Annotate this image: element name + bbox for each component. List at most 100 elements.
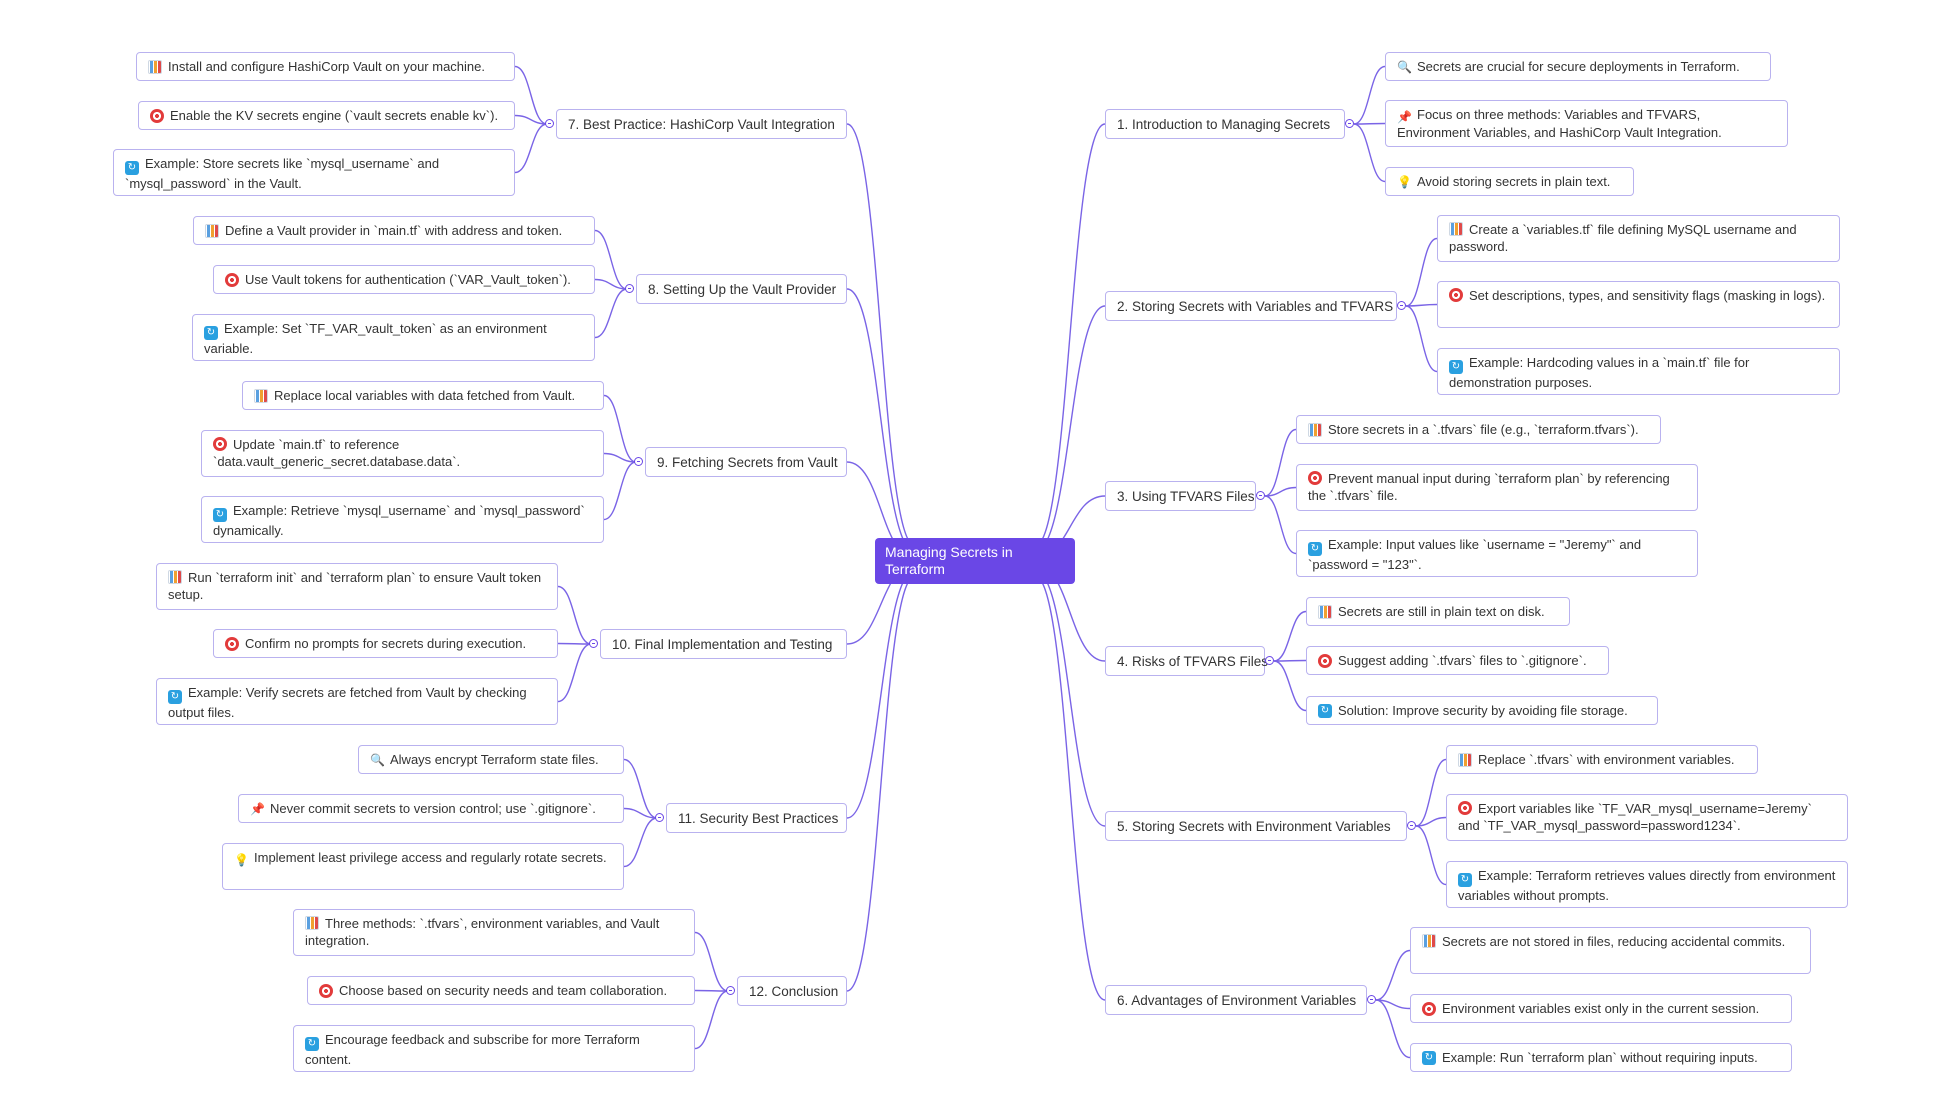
topic-6[interactable]: 6. Advantages of Environment Variables xyxy=(1105,985,1367,1015)
subtopic-text: Confirm no prompts for secrets during ex… xyxy=(245,636,527,651)
topic-3[interactable]: 3. Using TFVARS Files xyxy=(1105,481,1256,511)
subtopic-text: Prevent manual input during `terraform p… xyxy=(1308,471,1670,503)
collapse-toggle-topic-7[interactable] xyxy=(545,119,554,128)
topic-2[interactable]: 2. Storing Secrets with Variables and TF… xyxy=(1105,291,1397,321)
topic-label: 12. Conclusion xyxy=(749,983,839,999)
root-to-topic-6-connector xyxy=(1034,575,1106,1001)
bar-chart-icon xyxy=(148,59,162,74)
subtopic-4-2[interactable]: Suggest adding `.tfvars` files to `.giti… xyxy=(1306,646,1609,675)
topic-label: 4. Risks of TFVARS Files xyxy=(1117,653,1269,669)
topic-11-to-subtopic-1-connector xyxy=(623,758,658,819)
topic-2-to-subtopic-1-connector xyxy=(1405,237,1438,307)
topic-label: 11. Security Best Practices xyxy=(678,810,839,826)
subtopic-5-1[interactable]: Replace `.tfvars` with environment varia… xyxy=(1446,745,1758,774)
topic-9-to-subtopic-1-connector xyxy=(603,394,637,463)
topic-10[interactable]: 10. Final Implementation and Testing xyxy=(600,629,847,659)
collapse-toggle-topic-11[interactable] xyxy=(655,813,664,822)
topic-1[interactable]: 1. Introduction to Managing Secrets xyxy=(1105,109,1345,139)
subtopic-11-3[interactable]: 💡 Implement least privilege access and re… xyxy=(222,843,624,890)
topic-label: 2. Storing Secrets with Variables and TF… xyxy=(1117,298,1394,314)
subtopic-6-2[interactable]: Environment variables exist only in the … xyxy=(1410,994,1792,1023)
collapse-toggle-topic-10[interactable] xyxy=(589,639,598,648)
subtopic-text: Secrets are crucial for secure deploymen… xyxy=(1417,59,1740,74)
collapse-toggle-topic-2[interactable] xyxy=(1397,301,1406,310)
subtopic-5-2[interactable]: Export variables like `TF_VAR_mysql_user… xyxy=(1446,794,1848,841)
topic-7[interactable]: 7. Best Practice: HashiCorp Vault Integr… xyxy=(556,109,847,139)
subtopic-1-1[interactable]: 🔍 Secrets are crucial for secure deployme… xyxy=(1385,52,1771,81)
cycle-icon: ↻ xyxy=(125,161,139,175)
subtopic-10-1[interactable]: Run `terraform init` and `terraform plan… xyxy=(156,563,558,610)
collapse-toggle-topic-3[interactable] xyxy=(1256,491,1265,500)
cycle-icon: ↻ xyxy=(213,508,227,522)
cycle-icon: ↻ xyxy=(1318,703,1332,718)
subtopic-11-2[interactable]: 📌 Never commit secrets to version control… xyxy=(238,794,624,823)
subtopic-1-3[interactable]: 💡 Avoid storing secrets in plain text. xyxy=(1385,167,1634,196)
subtopic-5-3[interactable]: ↻ Example: Terraform retrieves values dir… xyxy=(1446,861,1848,908)
topic-label: 3. Using TFVARS Files xyxy=(1117,488,1255,504)
root-topic[interactable]: Managing Secrets in Terraform xyxy=(875,538,1075,584)
topic-12-to-subtopic-3-connector xyxy=(694,990,729,1050)
topic-8-to-subtopic-1-connector xyxy=(594,229,628,290)
topic-5[interactable]: 5. Storing Secrets with Environment Vari… xyxy=(1105,811,1407,841)
subtopic-2-3[interactable]: ↻ Example: Hardcoding values in a `main.t… xyxy=(1437,348,1840,395)
collapse-toggle-topic-6[interactable] xyxy=(1367,995,1376,1004)
subtopic-text: Create a `variables.tf` file defining My… xyxy=(1449,222,1797,254)
lightbulb-icon: 💡 xyxy=(1397,174,1412,189)
subtopic-4-3[interactable]: ↻ Solution: Improve security by avoiding … xyxy=(1306,696,1658,725)
subtopic-12-1[interactable]: Three methods: `.tfvars`, environment va… xyxy=(293,909,695,956)
subtopic-3-2[interactable]: Prevent manual input during `terraform p… xyxy=(1296,464,1698,511)
cycle-icon: ↻ xyxy=(168,690,182,704)
subtopic-9-2[interactable]: Update `main.tf` to reference `data.vaul… xyxy=(201,430,604,477)
collapse-toggle-topic-5[interactable] xyxy=(1407,821,1416,830)
target-icon xyxy=(1308,471,1322,485)
subtopic-1-2[interactable]: 📌 Focus on three methods: Variables and T… xyxy=(1385,100,1788,147)
subtopic-2-2[interactable]: Set descriptions, types, and sensitivity… xyxy=(1437,281,1840,328)
subtopic-10-3[interactable]: ↻ Example: Verify secrets are fetched fro… xyxy=(156,678,558,725)
topic-11[interactable]: 11. Security Best Practices xyxy=(666,803,847,833)
subtopic-4-1[interactable]: Secrets are still in plain text on disk. xyxy=(1306,597,1570,626)
subtopic-text: Define a Vault provider in `main.tf` wit… xyxy=(225,223,563,238)
subtopic-text: ↻ Example: Set `TF_VAR_vault_token` as an… xyxy=(204,321,547,356)
subtopic-7-2[interactable]: Enable the KV secrets engine (`vault sec… xyxy=(138,101,515,130)
subtopic-3-1[interactable]: Store secrets in a `.tfvars` file (e.g.,… xyxy=(1296,415,1661,444)
cycle-icon: ↻ xyxy=(305,1037,319,1051)
collapse-toggle-topic-8[interactable] xyxy=(625,284,634,293)
bar-chart-icon xyxy=(205,223,219,238)
cycle-icon: ↻ xyxy=(204,326,218,340)
subtopic-6-1[interactable]: Secrets are not stored in files, reducin… xyxy=(1410,927,1811,974)
subtopic-12-3[interactable]: ↻ Encourage feedback and subscribe for mo… xyxy=(293,1025,695,1072)
subtopic-text: Replace `.tfvars` with environment varia… xyxy=(1478,752,1735,767)
topic-12-to-subtopic-2-connector xyxy=(694,989,729,992)
subtopic-2-1[interactable]: Create a `variables.tf` file defining My… xyxy=(1437,215,1840,262)
subtopic-8-2[interactable]: Use Vault tokens for authentication (`VA… xyxy=(213,265,595,294)
topic-7-to-subtopic-1-connector xyxy=(514,65,548,125)
topic-4[interactable]: 4. Risks of TFVARS Files xyxy=(1105,646,1269,676)
subtopic-text: Avoid storing secrets in plain text. xyxy=(1417,174,1611,189)
subtopic-text: Three methods: `.tfvars`, environment va… xyxy=(305,916,660,948)
collapse-toggle-topic-12[interactable] xyxy=(726,986,735,995)
topic-9[interactable]: 9. Fetching Secrets from Vault xyxy=(645,447,847,477)
topic-8[interactable]: 8. Setting Up the Vault Provider xyxy=(636,274,847,304)
subtopic-text: Example: Run `terraform plan` without re… xyxy=(1442,1050,1758,1065)
topic-12[interactable]: 12. Conclusion xyxy=(737,976,847,1006)
subtopic-8-3[interactable]: ↻ Example: Set `TF_VAR_vault_token` as an… xyxy=(192,314,595,361)
topic-11-to-subtopic-3-connector xyxy=(623,817,658,868)
collapse-toggle-topic-9[interactable] xyxy=(634,457,643,466)
subtopic-11-1[interactable]: 🔍 Always encrypt Terraform state files. xyxy=(358,745,624,774)
subtopic-12-2[interactable]: Choose based on security needs and team … xyxy=(307,976,695,1005)
subtopic-7-3[interactable]: ↻ Example: Store secrets like `mysql_user… xyxy=(113,149,515,196)
subtopic-7-1[interactable]: Install and configure HashiCorp Vault on… xyxy=(136,52,515,81)
target-icon xyxy=(1458,801,1472,815)
bar-chart-icon xyxy=(168,570,182,584)
topic-label: 9. Fetching Secrets from Vault xyxy=(657,454,838,470)
subtopic-text: Enable the KV secrets engine (`vault sec… xyxy=(170,108,499,123)
subtopic-text: Suggest adding `.tfvars` files to `.giti… xyxy=(1338,653,1587,668)
collapse-toggle-topic-1[interactable] xyxy=(1345,119,1354,128)
subtopic-8-1[interactable]: Define a Vault provider in `main.tf` wit… xyxy=(193,216,595,245)
collapse-toggle-topic-4[interactable] xyxy=(1265,656,1274,665)
subtopic-10-2[interactable]: Confirm no prompts for secrets during ex… xyxy=(213,629,558,658)
subtopic-3-3[interactable]: ↻ Example: Input values like `username = … xyxy=(1296,530,1698,577)
subtopic-9-1[interactable]: Replace local variables with data fetche… xyxy=(242,381,604,410)
subtopic-9-3[interactable]: ↻ Example: Retrieve `mysql_username` and … xyxy=(201,496,604,543)
subtopic-6-3[interactable]: ↻ Example: Run `terraform plan` without r… xyxy=(1410,1043,1792,1072)
